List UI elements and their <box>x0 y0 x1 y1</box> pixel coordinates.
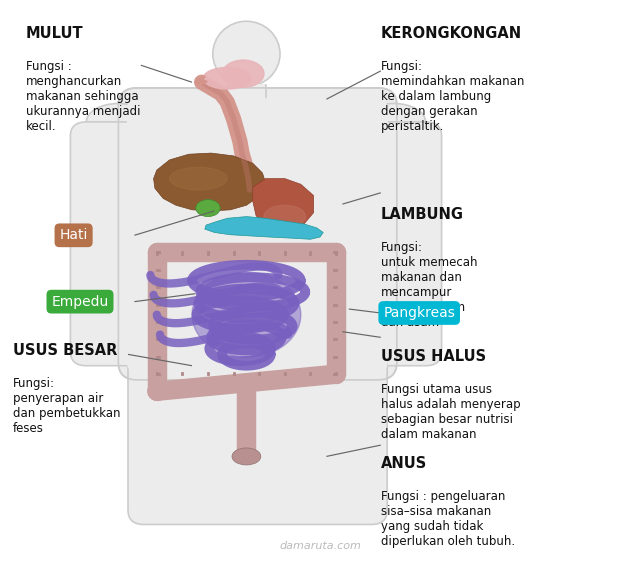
Text: USUS HALUS: USUS HALUS <box>381 349 486 363</box>
Text: Fungsi :
menghancurkan
makanan sehingga
ukurannya menjadi
kecil.: Fungsi : menghancurkan makanan sehingga … <box>26 60 140 133</box>
Polygon shape <box>154 153 266 211</box>
Ellipse shape <box>204 67 251 89</box>
Ellipse shape <box>232 448 261 465</box>
Text: Pangkreas: Pangkreas <box>383 306 455 320</box>
Text: Fungsi:
untuk memecah
makanan dan
mencampur
dengan enzim
dan asam: Fungsi: untuk memecah makanan dan mencam… <box>381 241 477 329</box>
Text: Empedu: Empedu <box>51 295 109 308</box>
Text: ANUS: ANUS <box>381 456 427 471</box>
FancyBboxPatch shape <box>118 88 397 380</box>
Text: LAMBUNG: LAMBUNG <box>381 207 464 222</box>
Text: Hati: Hati <box>60 229 88 242</box>
Text: Fungsi utama usus
halus adalah menyerap
sebagian besar nutrisi
dalam makanan: Fungsi utama usus halus adalah menyerap … <box>381 383 520 441</box>
Ellipse shape <box>212 22 280 87</box>
Ellipse shape <box>223 60 264 87</box>
Ellipse shape <box>192 272 301 357</box>
FancyBboxPatch shape <box>228 84 265 105</box>
Text: USUS BESAR: USUS BESAR <box>13 343 117 358</box>
FancyBboxPatch shape <box>128 335 387 524</box>
Polygon shape <box>253 179 314 230</box>
Text: Fungsi : pengeluaran
sisa–sisa makanan
yang sudah tidak
diperlukan oleh tubuh.: Fungsi : pengeluaran sisa–sisa makanan y… <box>381 490 515 548</box>
Polygon shape <box>205 217 323 239</box>
Ellipse shape <box>362 103 426 141</box>
Ellipse shape <box>86 103 150 141</box>
Text: Fungsi:
penyerapan air
dan pembetukkan
feses: Fungsi: penyerapan air dan pembetukkan f… <box>13 377 120 435</box>
Ellipse shape <box>196 79 205 84</box>
FancyBboxPatch shape <box>355 122 442 366</box>
Text: KERONGKONGAN: KERONGKONGAN <box>381 26 522 40</box>
Text: MULUT: MULUT <box>26 26 83 40</box>
Text: Fungsi:
memindahkan makanan
ke dalam lambung
dengan gerakan
peristaltik.: Fungsi: memindahkan makanan ke dalam lam… <box>381 60 524 133</box>
Ellipse shape <box>196 200 220 217</box>
Ellipse shape <box>264 205 306 228</box>
FancyBboxPatch shape <box>127 98 388 373</box>
Ellipse shape <box>170 167 227 190</box>
FancyBboxPatch shape <box>70 122 157 366</box>
Polygon shape <box>227 85 266 105</box>
Text: damaruta.com: damaruta.com <box>279 541 361 551</box>
